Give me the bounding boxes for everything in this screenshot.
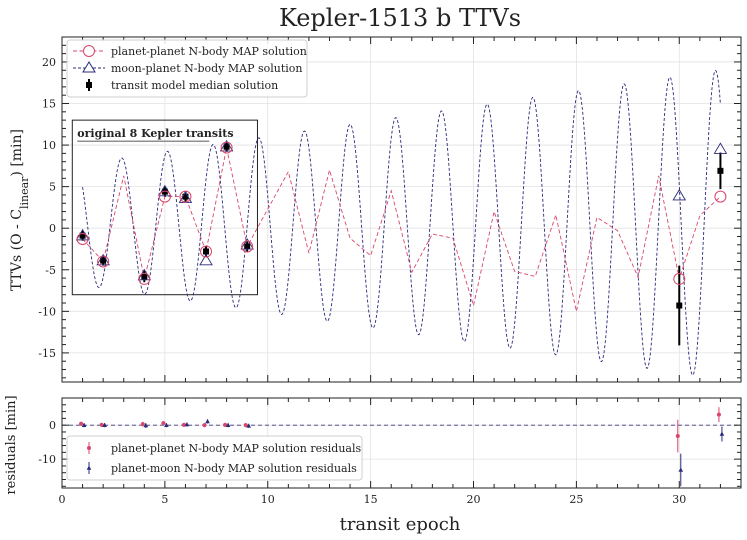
transit-point	[717, 167, 724, 174]
planet-planet-model-line	[82, 147, 721, 312]
planet-residual-point	[99, 422, 104, 427]
transit-point	[100, 257, 107, 264]
moon-planet-marker	[240, 237, 254, 250]
planet-planet-marker	[158, 190, 171, 203]
main-legend-frame	[66, 39, 308, 98]
residual-series-group	[79, 407, 725, 487]
moon-residual-point	[678, 467, 684, 472]
main-series-group	[75, 69, 728, 376]
planet-residual-point	[79, 421, 84, 426]
planet-planet-marker	[220, 141, 233, 154]
main-ylabel-main: TTVs (O - C	[9, 209, 25, 291]
legend-moon-residual-label: planet-moon N-body MAP solution residual…	[111, 462, 357, 475]
residual-xtick-label: 0	[59, 493, 66, 506]
moon-planet-marker	[713, 142, 728, 154]
moon-residual-point	[143, 423, 149, 428]
residual-xtick-label: 10	[261, 493, 275, 506]
main-ytick-label: 15	[42, 98, 56, 111]
planet-residual-point	[140, 422, 145, 427]
moon-planet-marker	[96, 253, 110, 266]
residual-ylabel: residuals [min]	[4, 395, 19, 494]
moon-residual-point	[225, 422, 231, 427]
inset-label: original 8 Kepler transits	[77, 127, 233, 140]
planet-residual-point	[223, 422, 228, 427]
residual-axis-ticks: 0 5 10 15 20 25 30 -10 0	[38, 397, 742, 506]
legend-planet-residual-marker	[87, 446, 91, 450]
legend-moon-label: moon-planet N-body MAP solution	[111, 62, 303, 75]
main-ytick-label: -15	[38, 347, 56, 360]
planet-residual-point	[161, 421, 166, 426]
residual-legend: planet-planet N-body MAP solution residu…	[66, 435, 363, 481]
main-axis-ticks: -15 -10 -5 0 5 10 15 20	[38, 37, 742, 382]
planet-planet-marker	[138, 272, 151, 285]
residual-legend-frame	[66, 435, 363, 481]
main-ytick-label: 0	[49, 222, 56, 235]
main-ylabel-tail: ) [min]	[9, 129, 25, 177]
moon-planet-marker	[219, 139, 234, 152]
residual-xtick-label: 20	[467, 493, 481, 506]
legend-transit-marker	[86, 82, 92, 88]
residual-ytick-label: 0	[49, 419, 56, 432]
planet-planet-marker	[241, 240, 254, 253]
main-ylabel-sub: linear	[18, 176, 31, 209]
main-ytick-label: -5	[45, 264, 56, 277]
moon-residual-point	[205, 418, 210, 424]
moon-residual-point	[719, 431, 725, 436]
main-plot-frame	[61, 36, 742, 383]
planet-planet-marker	[97, 255, 110, 268]
main-ytick-label: 20	[42, 56, 56, 69]
residual-xlabel: transit epoch	[340, 514, 461, 535]
planet-planet-marker	[200, 245, 213, 258]
legend-planet-label: planet-planet N-body MAP solution	[111, 45, 307, 58]
planet-residual-point	[202, 423, 207, 428]
legend-transit-label: transit model median solution	[111, 79, 278, 92]
residual-ytick-label: -10	[38, 453, 56, 466]
moon-residual-point	[246, 423, 251, 428]
moon-residual-point	[184, 421, 190, 427]
transit-point	[141, 273, 148, 280]
moon-planet-marker	[158, 184, 172, 197]
moon-residual-point	[102, 422, 107, 427]
main-ylabel: TTVs (O - Clinear) [min]	[9, 129, 31, 291]
transit-point	[79, 232, 86, 239]
residual-xtick-label: 15	[364, 493, 378, 506]
residual-xtick-label: 5	[161, 493, 168, 506]
main-legend: planet-planet N-body MAP solution moon-pl…	[66, 39, 308, 98]
transit-point	[244, 243, 251, 250]
transit-point	[223, 143, 230, 150]
planet-residual-point	[716, 412, 721, 417]
planet-residual-point	[675, 434, 680, 439]
inset-box-group: original 8 Kepler transits	[71, 119, 258, 296]
transit-point	[676, 302, 683, 309]
transit-point	[182, 193, 189, 200]
residual-plot-frame	[61, 397, 742, 489]
moon-planet-model-curve	[82, 69, 721, 376]
planet-planet-marker	[673, 272, 686, 285]
legend-moon-marker	[82, 61, 96, 73]
moon-residual-point	[164, 422, 169, 427]
planet-planet-marker	[76, 233, 89, 246]
moon-residual-point	[81, 422, 87, 427]
planet-planet-marker	[714, 190, 727, 203]
moon-planet-marker	[199, 253, 213, 266]
planet-planet-marker	[179, 190, 192, 203]
inset-box	[71, 119, 258, 296]
transit-point	[203, 248, 210, 255]
legend-planet-marker	[83, 45, 95, 57]
main-ytick-label: -10	[38, 305, 56, 318]
legend-planet-residual-label: planet-planet N-body MAP solution residu…	[111, 442, 361, 455]
main-ytick-label: 10	[42, 139, 56, 152]
chart-title: Kepler-1513 b TTVs	[279, 4, 521, 32]
residual-xtick-label: 25	[569, 493, 583, 506]
planet-residual-point	[243, 423, 248, 428]
transit-point	[161, 188, 168, 195]
moon-planet-marker	[672, 188, 687, 201]
legend-moon-residual-marker	[86, 465, 92, 470]
main-ytick-label: 5	[49, 181, 56, 194]
residual-xtick-label: 30	[672, 493, 686, 506]
